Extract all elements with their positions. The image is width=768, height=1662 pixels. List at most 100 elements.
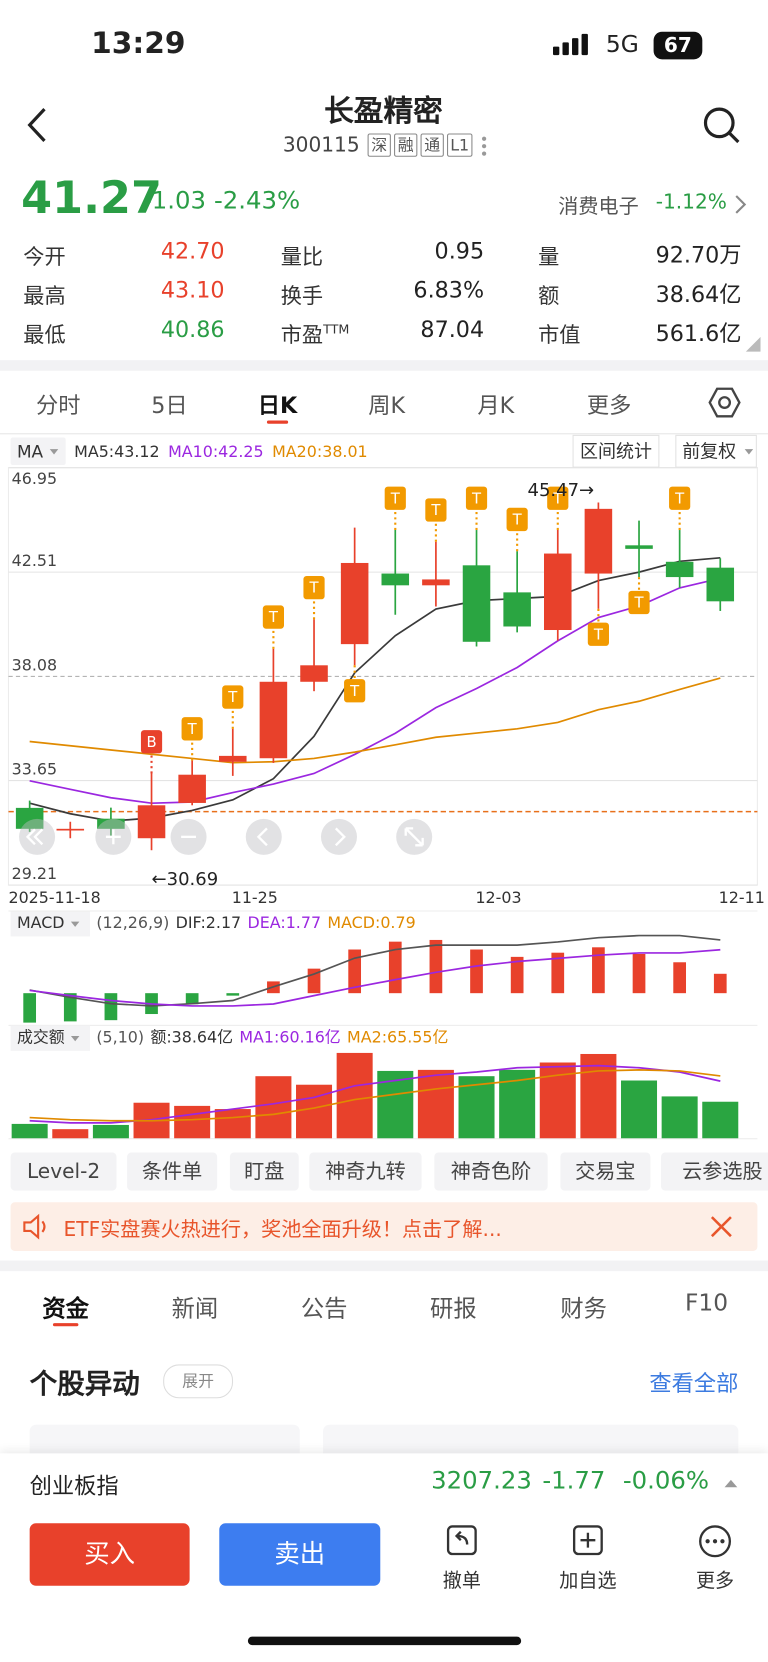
index-name[interactable]: 创业板指 <box>29 1473 119 1499</box>
stat-label: 市盈TTM <box>280 322 350 348</box>
indicator-select <box>10 437 66 466</box>
chart-tab[interactable]: 周K <box>368 393 406 419</box>
signal-label: T <box>552 490 563 507</box>
tool-chip[interactable]: 交易宝 <box>560 1152 651 1191</box>
volume-bar <box>255 1076 292 1139</box>
info-tab[interactable]: 公告 <box>300 1296 348 1324</box>
chart-tab[interactable]: 更多 <box>586 393 632 419</box>
zoom-glyph <box>25 828 44 846</box>
signal-label: B <box>146 734 156 751</box>
index-caret[interactable] <box>724 1478 739 1489</box>
signal-badge <box>628 590 650 615</box>
dropdown-caret <box>70 1035 80 1042</box>
ma-line <box>29 556 721 822</box>
volume-bar <box>621 1080 658 1139</box>
sell-button[interactable]: 卖出 <box>219 1523 381 1586</box>
cancel-icon[interactable] <box>445 1523 479 1557</box>
banner-close[interactable] <box>710 1215 733 1238</box>
expand-button[interactable]: 展开 <box>163 1364 234 1399</box>
tool-chip[interactable]: 神奇九转 <box>309 1152 422 1191</box>
macd-bar <box>429 939 443 994</box>
stat-label: 换手 <box>280 282 324 309</box>
sector-name[interactable]: 消费电子 <box>558 194 639 219</box>
info-tab[interactable]: F10 <box>685 1290 729 1317</box>
buy-button[interactable]: 买入 <box>29 1523 190 1586</box>
action-label[interactable]: 撤单 <box>442 1569 481 1593</box>
low-annotation: ←30.69 <box>152 869 219 890</box>
stat-label: 今开 <box>23 243 66 270</box>
signal-badge <box>140 730 163 754</box>
dropdown-caret <box>49 449 59 455</box>
chart-tab[interactable]: 分时 <box>36 393 81 419</box>
y-tick-label: 33.65 <box>12 759 57 778</box>
banner-text[interactable]: ETF实盘赛火热进行，奖池全面升级！点击了解... <box>63 1218 502 1242</box>
view-all[interactable]: 查看全部 <box>649 1370 739 1397</box>
chart-tab[interactable]: 月K <box>477 393 515 419</box>
macd-bar <box>592 947 605 994</box>
stat-value: 40.86 <box>160 316 225 343</box>
candle-body <box>584 508 613 574</box>
battery: 67 <box>653 31 703 60</box>
volume-bar <box>417 1069 454 1139</box>
signal-badge <box>303 575 325 600</box>
stat-value: 87.04 <box>420 316 485 343</box>
candle-body <box>137 805 166 839</box>
zoom-control <box>245 818 282 855</box>
divider <box>0 1260 768 1272</box>
candle-body <box>15 807 44 829</box>
signal-badge <box>425 498 447 522</box>
chart-button <box>572 434 660 468</box>
candle-body <box>544 553 572 631</box>
macd-bar <box>673 962 687 994</box>
signal-badge <box>506 507 528 532</box>
banner[interactable] <box>10 1202 758 1252</box>
search-button[interactable] <box>701 105 741 145</box>
chart-button-label: 前复权 <box>682 441 736 462</box>
y-tick-label: 38.08 <box>12 655 57 674</box>
candle-body <box>340 562 369 645</box>
divider <box>0 433 768 435</box>
candle-body <box>503 592 531 627</box>
stat-value: 6.83% <box>413 277 485 303</box>
signal-label: T <box>390 490 401 507</box>
action-label[interactable]: 更多 <box>695 1569 735 1593</box>
macd-bar <box>226 993 240 996</box>
tool-chip[interactable]: 条件单 <box>127 1152 218 1191</box>
stat-value: 0.95 <box>434 238 485 264</box>
menu-dots[interactable] <box>479 135 490 158</box>
signal-label: T <box>268 609 279 626</box>
tool-chip[interactable]: 盯盘 <box>229 1152 299 1191</box>
signal-badge <box>465 486 488 510</box>
watchlist-icon[interactable] <box>571 1523 605 1557</box>
corner-mark <box>745 336 761 352</box>
stock-code: 300115 <box>282 133 360 157</box>
more-icon[interactable] <box>697 1523 733 1559</box>
chart-tab[interactable]: 5日 <box>151 393 188 419</box>
panel-legend: MA2:65.55亿 <box>347 1028 448 1047</box>
stat-value: 38.64亿 <box>655 281 742 308</box>
tool-chip[interactable]: 神奇色阶 <box>434 1152 548 1191</box>
zoom-control <box>320 818 357 855</box>
info-tab[interactable]: 新闻 <box>171 1296 219 1324</box>
y-tick-label: 42.51 <box>12 551 57 570</box>
candle-body <box>219 755 247 762</box>
settings-button[interactable] <box>708 386 742 420</box>
back-button[interactable] <box>23 106 53 144</box>
info-tab[interactable]: 研报 <box>430 1296 477 1324</box>
info-tab[interactable]: 财务 <box>560 1296 607 1324</box>
volume-bar <box>214 1109 251 1139</box>
macd-bar <box>104 993 118 1021</box>
stat-value: 92.70万 <box>655 242 742 269</box>
tool-chip[interactable]: Level-2 <box>10 1152 117 1191</box>
chart-tab[interactable]: 日K <box>257 393 298 419</box>
macd-line <box>29 934 721 1007</box>
tool-chip[interactable]: 云参选股 <box>661 1152 768 1191</box>
zoom-glyph <box>334 827 346 847</box>
volume-bar <box>336 1052 373 1139</box>
sector-arrow[interactable] <box>733 194 748 215</box>
info-tab[interactable]: 资金 <box>42 1296 89 1324</box>
signal-label: T <box>308 580 319 597</box>
candle-body <box>706 567 735 602</box>
index-change: -1.77 <box>542 1467 606 1495</box>
action-label[interactable]: 加自选 <box>559 1569 617 1593</box>
